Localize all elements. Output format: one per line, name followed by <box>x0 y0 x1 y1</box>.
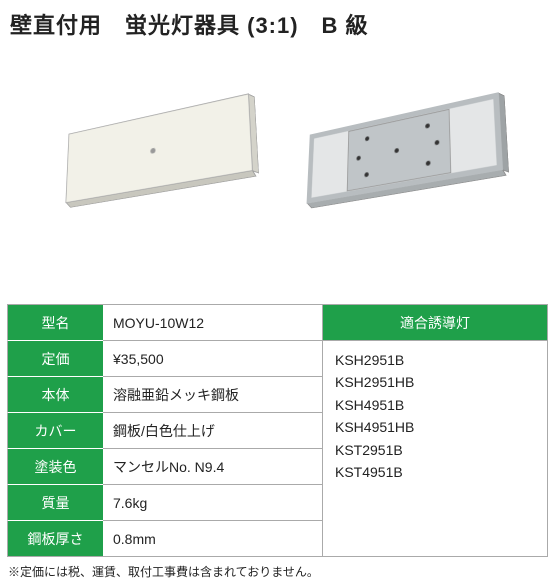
spec-value: MOYU-10W12 <box>103 305 323 341</box>
table-row: 定価 ¥35,500 <box>7 341 323 377</box>
spec-label: 本体 <box>7 377 103 413</box>
spec-value: マンセルNo. N9.4 <box>103 449 323 485</box>
spec-label: 質量 <box>7 485 103 521</box>
footnote: ※定価には税、運賃、取付工事費は含まれておりません。 <box>0 557 555 580</box>
spec-label: 定価 <box>7 341 103 377</box>
body-panel-illustration <box>304 92 506 250</box>
page-title: 壁直付用 蛍光灯器具 (3:1) B 級 <box>0 0 555 44</box>
compat-item: KSH4951HB <box>335 416 535 438</box>
spec-label: 型名 <box>7 305 103 341</box>
table-row: 型名 MOYU-10W12 <box>7 305 323 341</box>
spec-label: カバー <box>7 413 103 449</box>
spec-label: 塗装色 <box>7 449 103 485</box>
compat-item: KSH2951HB <box>335 371 535 393</box>
compat-item: KSH4951B <box>335 394 535 416</box>
compat-item: KST4951B <box>335 461 535 483</box>
compat-item: KSH2951B <box>335 349 535 371</box>
table-row: 塗装色 マンセルNo. N9.4 <box>7 449 323 485</box>
spec-value: ¥35,500 <box>103 341 323 377</box>
product-illustration <box>0 44 555 304</box>
spec-label: 鋼板厚さ <box>7 521 103 557</box>
spec-value: 7.6kg <box>103 485 323 521</box>
spec-value: 鋼板/白色仕上げ <box>103 413 323 449</box>
compat-table: 適合誘導灯 KSH2951B KSH2951HB KSH4951B KSH495… <box>323 305 548 557</box>
spec-tables: 型名 MOYU-10W12 定価 ¥35,500 本体 溶融亜鉛メッキ鋼板 カバ… <box>7 304 548 557</box>
table-row: 鋼板厚さ 0.8mm <box>7 521 323 557</box>
spec-value: 0.8mm <box>103 521 323 557</box>
cover-panel-illustration <box>63 93 255 249</box>
table-row: カバー 鋼板/白色仕上げ <box>7 413 323 449</box>
spec-table-left: 型名 MOYU-10W12 定価 ¥35,500 本体 溶融亜鉛メッキ鋼板 カバ… <box>7 305 323 557</box>
compat-body: KSH2951B KSH2951HB KSH4951B KSH4951HB KS… <box>323 341 548 557</box>
table-row: 質量 7.6kg <box>7 485 323 521</box>
compat-item: KST2951B <box>335 439 535 461</box>
compat-header: 適合誘導灯 <box>323 305 548 341</box>
table-row: 本体 溶融亜鉛メッキ鋼板 <box>7 377 323 413</box>
spec-value: 溶融亜鉛メッキ鋼板 <box>103 377 323 413</box>
